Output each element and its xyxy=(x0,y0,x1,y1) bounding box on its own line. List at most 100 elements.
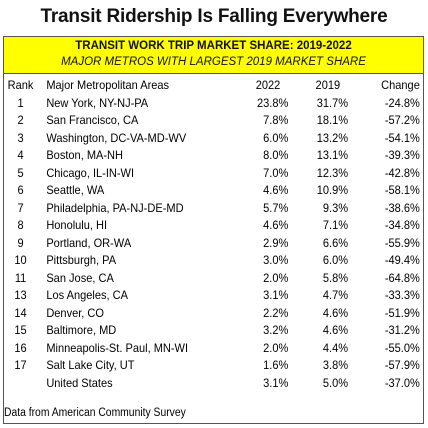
change-cell: -57.9% xyxy=(384,358,420,372)
area-cell: Baltimore, MD xyxy=(46,323,117,337)
page-title: Transit Ridership Is Falling Everywhere xyxy=(40,6,388,27)
share-2022-cell: 7.0% xyxy=(263,165,289,180)
area-cell: Salt Lake City, UT xyxy=(46,358,135,372)
change-cell: -42.8% xyxy=(384,165,420,180)
share-2022-cell: 1.6% xyxy=(263,358,289,372)
area-cell: Boston, MA-NH xyxy=(46,148,124,162)
table-row: 11 San Jose, CA 2.0% 5.8% -64.8% xyxy=(4,270,420,287)
rank-cell: 14 xyxy=(14,305,27,320)
share-2019-cell: 5.0% xyxy=(322,375,349,390)
rank-cell: 2 xyxy=(17,113,24,127)
share-2022-cell: 2.2% xyxy=(263,305,289,320)
area-cell: Seattle, WA xyxy=(46,183,105,197)
rank-cell: 13 xyxy=(14,288,27,302)
rank-cell: 6 xyxy=(17,183,24,197)
change-cell: -55.9% xyxy=(384,235,420,250)
table-row: 7 Philadelphia, PA-NJ-DE-MD 5.7% 9.3% -38.6% xyxy=(4,200,419,217)
area-cell: Denver, CO xyxy=(46,305,105,320)
area-cell: Minneapolis-St. Paul, MN-WI xyxy=(46,340,189,355)
share-2022-cell: 23.8% xyxy=(256,95,289,110)
rank-cell: 1 xyxy=(17,95,24,110)
share-2019-cell: 31.7% xyxy=(316,95,349,110)
rank-cell: 8 xyxy=(17,218,24,232)
share-2019-cell: 6.0% xyxy=(322,253,349,267)
share-2019-cell: 12.3% xyxy=(316,165,349,180)
change-cell: -57.2% xyxy=(384,113,420,127)
banner-title: TRANSIT WORK TRIP MARKET SHARE: 2019-202… xyxy=(75,40,352,52)
banner-subtitle: MAJOR METROS WITH LARGEST 2019 MARKET SH… xyxy=(61,56,366,68)
area-cell: Los Angeles, CA xyxy=(46,288,128,302)
rank-cell: 5 xyxy=(17,165,24,180)
change-cell: -49.4% xyxy=(384,253,420,267)
share-2022-cell: 6.0% xyxy=(263,130,289,145)
table-row: 5 Chicago, IL-IN-WI 7.0% 12.3% -42.8% xyxy=(4,165,419,182)
area-cell: United States xyxy=(46,375,113,390)
table-row: 14 Denver, CO 2.2% 4.6% -51.9% xyxy=(4,305,419,322)
rank-cell: 9 xyxy=(17,235,24,250)
table-row: 13 Los Angeles, CA 3.1% 4.7% -33.3% xyxy=(4,287,419,304)
rank-cell: 7 xyxy=(17,200,24,215)
rank-cell: 4 xyxy=(17,148,24,162)
area-cell: San Jose, CA xyxy=(46,270,114,285)
change-cell: -51.9% xyxy=(384,305,420,320)
share-2019-cell: 10.9% xyxy=(316,183,349,197)
column-header-rank: Rank xyxy=(7,78,34,92)
share-2022-cell: 3.1% xyxy=(263,375,289,390)
share-2022-cell: 8.0% xyxy=(263,148,289,162)
rank-cell: 3 xyxy=(17,130,24,145)
share-2019-cell: 9.3% xyxy=(322,200,349,215)
table-row: 6 Seattle, WA 4.6% 10.9% -58.1% xyxy=(4,182,419,199)
area-cell: San Francisco, CA xyxy=(46,113,139,127)
column-header-area: Major Metropolitan Areas xyxy=(46,78,170,92)
change-cell: -55.0% xyxy=(384,340,420,355)
source-note: Data from American Community Survey xyxy=(4,407,186,419)
share-2019-cell: 4.4% xyxy=(322,340,349,355)
column-header-share-2019: 2019 xyxy=(315,78,341,92)
table-row: 3 Washington, DC-VA-MD-WV 6.0% 13.2% -54.1% xyxy=(4,130,419,147)
rank-cell: 17 xyxy=(14,358,27,372)
share-2019-cell: 4.7% xyxy=(322,288,349,302)
share-2022-cell: 3.1% xyxy=(263,288,289,302)
share-2022-cell: 3.0% xyxy=(263,253,289,267)
change-cell: -58.1% xyxy=(384,183,420,197)
share-2019-cell: 4.6% xyxy=(322,323,349,337)
share-2022-cell: 2.0% xyxy=(263,270,289,285)
share-2019-cell: 13.2% xyxy=(316,130,349,145)
column-header-change: Change xyxy=(381,78,420,92)
change-cell: -38.6% xyxy=(384,200,420,215)
rank-cell: 10 xyxy=(14,253,27,267)
share-2022-cell: 2.9% xyxy=(263,235,289,250)
rank-cell: 11 xyxy=(14,270,27,285)
share-2022-cell: 7.8% xyxy=(263,113,289,127)
change-cell: -34.8% xyxy=(384,218,420,232)
area-cell: Washington, DC-VA-MD-WV xyxy=(46,130,187,145)
change-cell: -54.1% xyxy=(384,130,420,145)
table-row: 8 Honolulu, HI 4.6% 7.1% -34.8% xyxy=(4,217,419,234)
share-2019-cell: 3.8% xyxy=(322,358,349,372)
share-2019-cell: 6.6% xyxy=(322,235,349,250)
rank-cell: 16 xyxy=(14,340,27,355)
column-header-share-2022: 2022 xyxy=(255,78,281,92)
area-cell: New York, NY-NJ-PA xyxy=(46,95,149,110)
rank-cell: 15 xyxy=(14,323,27,337)
table-row: 4 Boston, MA-NH 8.0% 13.1% -39.3% xyxy=(4,147,419,164)
area-cell: Pittsburgh, PA xyxy=(46,253,117,267)
share-2019-cell: 4.6% xyxy=(322,305,349,320)
share-2019-cell: 13.1% xyxy=(316,148,349,162)
table-row: United States 3.1% 5.0% -37.0% xyxy=(4,375,420,392)
table-row: 15 Baltimore, MD 3.2% 4.6% -31.2% xyxy=(4,322,419,339)
change-cell: -37.0% xyxy=(384,375,420,390)
table-row: 1 New York, NY-NJ-PA 23.8% 31.7% -24.8% xyxy=(4,95,419,112)
area-cell: Portland, OR-WA xyxy=(46,235,132,250)
change-cell: -31.2% xyxy=(384,323,420,337)
change-cell: -33.3% xyxy=(384,288,420,302)
share-2022-cell: 5.7% xyxy=(263,200,289,215)
table-row: 9 Portland, OR-WA 2.9% 6.6% -55.9% xyxy=(4,235,419,252)
area-cell: Honolulu, HI xyxy=(46,218,108,232)
table-banner: TRANSIT WORK TRIP MARKET SHARE: 2019-202… xyxy=(4,37,423,74)
change-cell: -39.3% xyxy=(384,148,420,162)
table-row: 10 Pittsburgh, PA 3.0% 6.0% -49.4% xyxy=(4,252,419,269)
change-cell: -64.8% xyxy=(384,270,420,285)
share-2019-cell: 7.1% xyxy=(322,218,349,232)
share-2022-cell: 4.6% xyxy=(263,218,289,232)
